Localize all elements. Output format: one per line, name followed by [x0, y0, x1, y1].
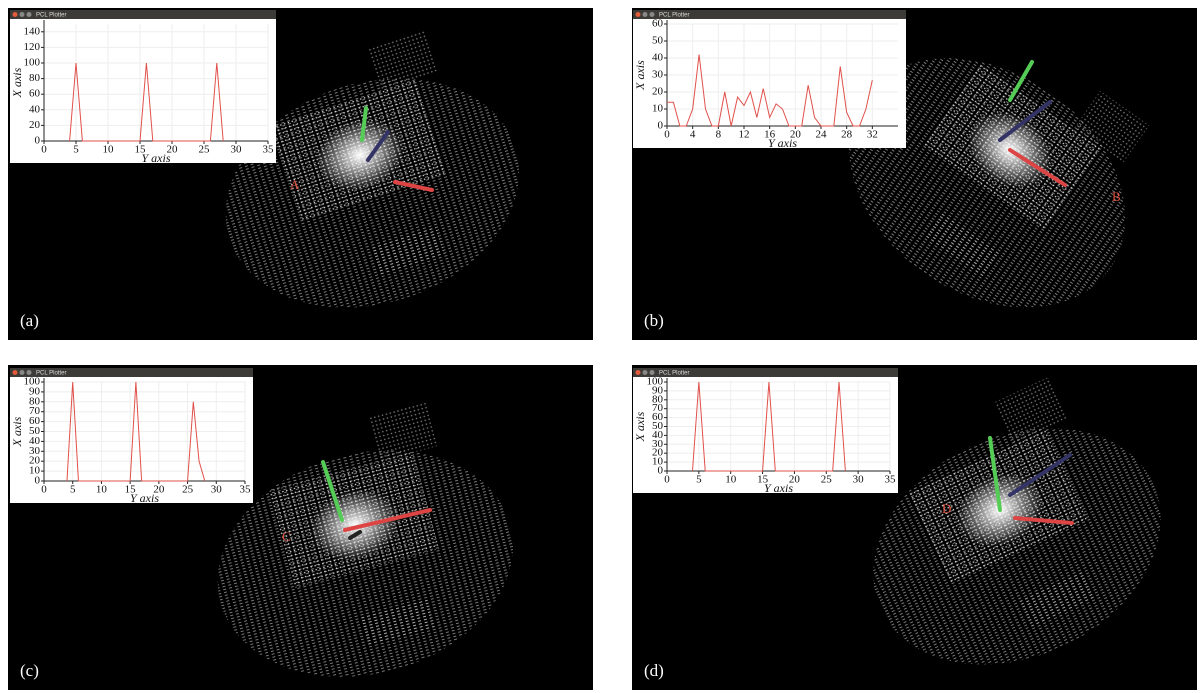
- window-button: [650, 12, 655, 17]
- y-tick-label: 60: [652, 18, 664, 30]
- x-tick-label: 30: [211, 484, 223, 496]
- y-tick-label: 100: [24, 57, 41, 69]
- y-axis-label: X axis: [633, 411, 647, 442]
- point-marker: D: [942, 501, 951, 516]
- y-tick-label: 0: [35, 135, 41, 147]
- y-tick-label: 30: [652, 69, 664, 81]
- y-tick-label: 40: [652, 52, 664, 64]
- x-tick-label: 10: [103, 144, 115, 156]
- x-tick-label: 0: [41, 144, 47, 156]
- window-title: PCL Plotter: [659, 371, 689, 377]
- panel-label: (c): [20, 661, 39, 680]
- figure: A(a)PCL Plotter0204060801001201400510152…: [0, 0, 1203, 693]
- window-button: [643, 12, 648, 17]
- x-tick-label: 25: [182, 484, 194, 496]
- window-button: [13, 370, 18, 375]
- panel: D(d)PCL Plotter0102030405060708090100051…: [632, 356, 1199, 693]
- x-tick-label: 5: [73, 144, 79, 156]
- x-axis-label: Y axis: [764, 481, 793, 495]
- y-axis-label: X axis: [10, 67, 24, 98]
- y-tick-label: 120: [24, 41, 41, 53]
- panel-label: (a): [20, 311, 39, 330]
- window-button: [650, 370, 655, 375]
- x-tick-label: 24: [816, 129, 828, 141]
- y-tick-label: 20: [29, 119, 41, 131]
- y-tick-label: 100: [647, 376, 664, 388]
- y-tick-label: 10: [652, 103, 664, 115]
- y-axis-label: X axis: [633, 60, 647, 91]
- x-tick-label: 4: [690, 129, 696, 141]
- x-axis-label: Y axis: [141, 151, 170, 165]
- y-tick-label: 20: [652, 86, 664, 98]
- x-tick-label: 0: [664, 474, 670, 486]
- x-tick-label: 32: [867, 129, 878, 141]
- x-axis-label: Y axis: [130, 491, 159, 505]
- window-button: [13, 12, 18, 17]
- y-tick-label: 0: [658, 120, 664, 132]
- x-tick-label: 5: [696, 474, 702, 486]
- window-button: [20, 370, 25, 375]
- window-button: [20, 12, 25, 17]
- window-button: [643, 370, 648, 375]
- panel-label: (b): [644, 311, 664, 330]
- y-tick-label: 60: [29, 88, 41, 100]
- window-title: PCL Plotter: [36, 371, 66, 377]
- x-tick-label: 8: [716, 129, 722, 141]
- y-tick-label: 80: [29, 72, 41, 84]
- y-tick-label: 140: [24, 25, 41, 37]
- y-tick-label: 40: [29, 103, 41, 115]
- y-tick-label: 100: [24, 376, 41, 388]
- window-title: PCL Plotter: [36, 13, 66, 19]
- x-tick-label: 12: [739, 129, 750, 141]
- x-tick-label: 10: [725, 474, 737, 486]
- x-tick-label: 35: [885, 474, 897, 486]
- x-tick-label: 30: [231, 144, 243, 156]
- x-tick-label: 0: [664, 129, 670, 141]
- y-tick-label: 50: [652, 35, 664, 47]
- window-button: [636, 370, 641, 375]
- x-tick-label: 35: [263, 144, 275, 156]
- window-button: [27, 12, 32, 17]
- x-tick-label: 25: [199, 144, 211, 156]
- x-tick-label: 25: [821, 474, 833, 486]
- point-marker: B: [1112, 189, 1121, 204]
- y-axis-label: X axis: [10, 416, 24, 447]
- window-button: [27, 370, 32, 375]
- window-button: [636, 12, 641, 17]
- x-tick-label: 30: [853, 474, 865, 486]
- x-axis-label: Y axis: [768, 136, 797, 150]
- panel-label: (d): [644, 661, 664, 680]
- x-tick-label: 0: [41, 484, 47, 496]
- point-marker: A: [290, 177, 300, 192]
- point-marker: C: [282, 529, 291, 544]
- x-tick-label: 5: [70, 484, 76, 496]
- x-tick-label: 35: [240, 484, 252, 496]
- x-tick-label: 10: [96, 484, 108, 496]
- x-tick-label: 28: [841, 129, 853, 141]
- window-title: PCL Plotter: [659, 13, 689, 19]
